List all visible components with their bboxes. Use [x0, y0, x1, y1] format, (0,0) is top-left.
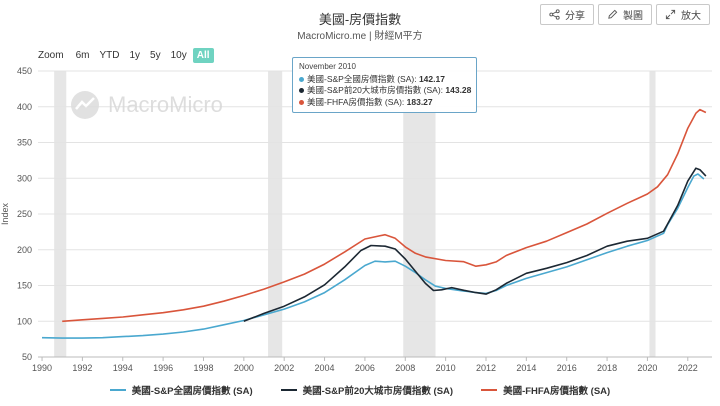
share-icon: [549, 9, 560, 20]
y-tick-label: 350: [17, 138, 32, 148]
y-tick-label: 250: [17, 209, 32, 219]
series-dot-icon: [299, 88, 304, 94]
y-tick-label: 450: [17, 66, 32, 76]
legend-label: 美國-S&P全國房價指數 (SA): [131, 386, 253, 397]
legend-item-sp-national[interactable]: 美國-S&P全國房價指數 (SA): [109, 383, 253, 397]
range-all[interactable]: All: [192, 48, 214, 63]
tooltip-row: 美國-S&P前20大城市房價指數 (SA): 143.28: [299, 85, 472, 97]
tooltip-label: 美國-S&P全國房價指數 (SA):: [307, 73, 419, 84]
chart-legend: 美國-S&P全國房價指數 (SA) 美國-S&P前20大城市房價指數 (SA) …: [0, 383, 720, 397]
tooltip-value: 143.28: [445, 85, 472, 95]
y-axis-title: Index: [0, 202, 10, 225]
chart-subtitle: MacroMicro.me | 財經M平方: [297, 31, 423, 42]
y-tick-label: 100: [17, 316, 32, 326]
tooltip-row: 美國-S&P全國房價指數 (SA): 142.17: [299, 74, 470, 86]
draw-label: 製圖: [623, 11, 643, 22]
x-tick-label: 2002: [274, 363, 294, 373]
zoom-label: 放大: [681, 11, 701, 22]
series-line-sp-20-city: [243, 167, 707, 323]
tooltip-row: 美國-FHFA房價指數 (SA): 183.27: [299, 97, 470, 109]
legend-label: 美國-FHFA房價指數 (SA): [503, 386, 611, 397]
series-line-sp-national: [41, 173, 705, 339]
pencil-icon: [608, 9, 618, 19]
series-dot-icon: [299, 99, 304, 105]
x-tick-label: 1998: [193, 363, 213, 373]
zoom-button[interactable]: 放大: [656, 4, 710, 25]
share-button[interactable]: 分享: [540, 4, 594, 25]
series-line-fhfa: [62, 108, 707, 323]
range-selector: Zoom 6m YTD 1y 5y 10y All: [38, 48, 214, 63]
tooltip-label: 美國-S&P前20大城市房價指數 (SA):: [307, 85, 446, 95]
range-ytd[interactable]: YTD: [99, 50, 120, 61]
chart-title: 美國-房價指數: [318, 12, 402, 27]
tooltip-date: November 2010: [299, 62, 356, 71]
y-tick-label: 400: [17, 102, 32, 112]
range-label: Zoom: [38, 50, 64, 61]
share-label: 分享: [565, 11, 585, 22]
legend-item-sp-20-city[interactable]: 美國-S&P前20大城市房價指數 (SA): [280, 383, 454, 397]
x-tick-label: 2014: [516, 363, 536, 373]
watermark: MacroMicro: [70, 90, 223, 120]
legend-label: 美國-S&P前20大城市房價指數 (SA): [302, 386, 454, 397]
x-tick-label: 2000: [234, 363, 254, 373]
x-tick-label: 2022: [678, 363, 698, 373]
x-tick-label: 2010: [436, 363, 456, 373]
tooltip: November 2010 美國-S&P全國房價指數 (SA): 142.17 …: [292, 57, 477, 113]
tooltip-label: 美國-FHFA房價指數 (SA):: [307, 96, 407, 107]
range-1y[interactable]: 1y: [129, 50, 141, 61]
x-tick-label: 2008: [395, 363, 415, 373]
macromicro-logo-icon: [71, 91, 99, 119]
x-tick-label: 1992: [72, 363, 92, 373]
chart-toolbar: 分享 製圖 放大: [540, 4, 710, 25]
x-tick-label: 2006: [355, 363, 375, 373]
y-tick-label: 50: [22, 352, 32, 362]
legend-swatch: [481, 389, 498, 391]
range-6m[interactable]: 6m: [75, 50, 90, 61]
y-tick-label: 300: [17, 173, 32, 183]
range-5y[interactable]: 5y: [150, 50, 161, 61]
tooltip-value: 142.17: [418, 73, 445, 84]
y-tick-label: 200: [17, 245, 32, 255]
tooltip-value: 183.27: [406, 96, 433, 107]
draw-button[interactable]: 製圖: [598, 4, 652, 25]
x-tick-label: 2016: [557, 363, 577, 373]
expand-icon: [665, 9, 676, 20]
watermark-text: MacroMicro: [108, 92, 223, 117]
x-tick-label: 1990: [32, 363, 52, 373]
x-tick-label: 2012: [476, 363, 496, 373]
legend-item-fhfa[interactable]: 美國-FHFA房價指數 (SA): [481, 383, 610, 397]
range-10y[interactable]: 10y: [170, 50, 187, 61]
x-tick-label: 2004: [315, 363, 335, 373]
x-tick-label: 2018: [597, 363, 617, 373]
legend-swatch: [109, 389, 126, 391]
legend-swatch: [280, 389, 297, 391]
x-tick-label: 1994: [113, 363, 133, 373]
x-tick-label: 1996: [153, 363, 173, 373]
x-tick-label: 2020: [637, 363, 657, 373]
y-tick-label: 150: [17, 281, 32, 291]
series-dot-icon: [299, 76, 304, 82]
